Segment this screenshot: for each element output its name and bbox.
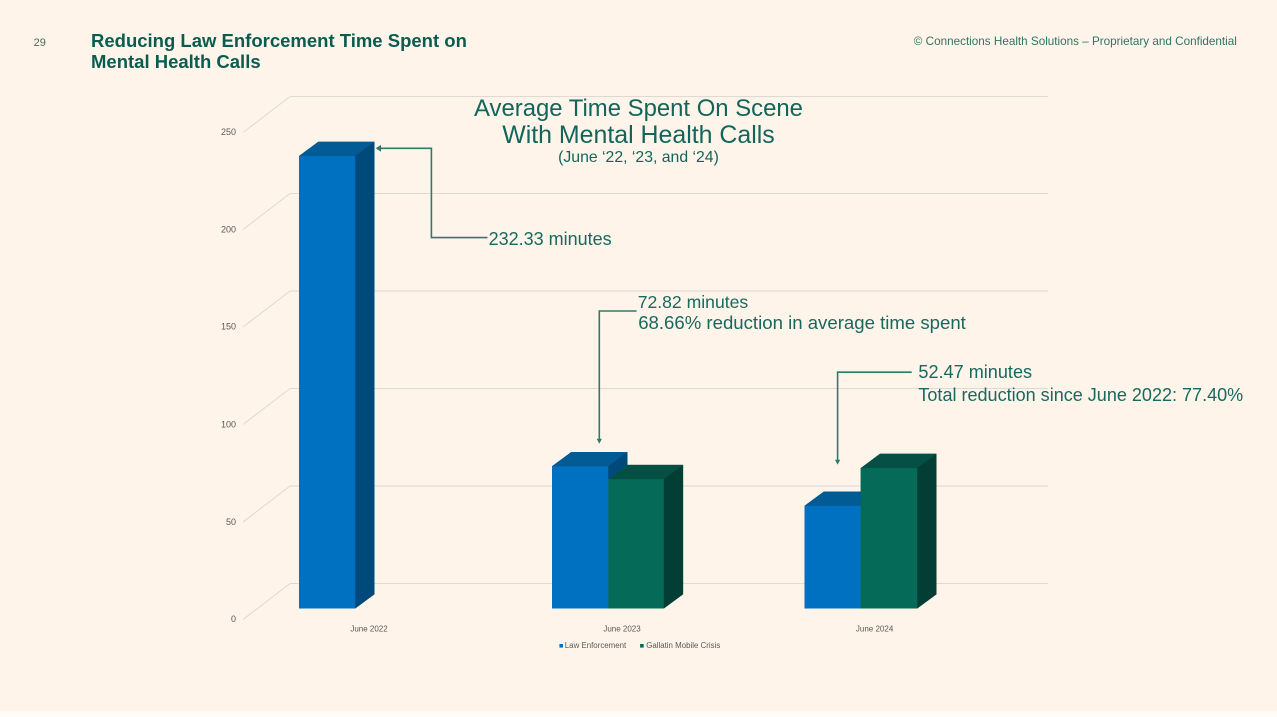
svg-text:Law Enforcement: Law Enforcement	[565, 641, 627, 650]
svg-text:0: 0	[231, 614, 236, 624]
svg-text:50: 50	[226, 517, 236, 527]
svg-text:100: 100	[221, 419, 236, 429]
svg-text:Gallatin Mobile Crisis: Gallatin Mobile Crisis	[646, 641, 720, 650]
svg-text:June 2023: June 2023	[603, 624, 641, 633]
svg-text:June 2022: June 2022	[350, 624, 388, 633]
svg-text:250: 250	[221, 127, 236, 137]
svg-text:June 2024: June 2024	[856, 624, 894, 633]
svg-text:150: 150	[221, 322, 236, 332]
svg-text:200: 200	[221, 224, 236, 234]
